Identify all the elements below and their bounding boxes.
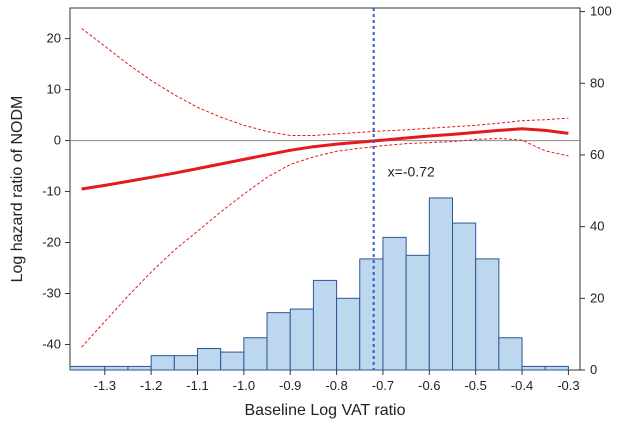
y-tick-label-right: 100	[590, 4, 612, 19]
histogram-bar	[150, 355, 175, 371]
y-tick-label-left: -10	[42, 184, 61, 199]
histogram-bar	[336, 297, 361, 371]
x-tick-label: -1.0	[233, 378, 255, 393]
x-tick-label: -0.6	[418, 378, 440, 393]
x-axis-title: Baseline Log VAT ratio	[245, 402, 406, 419]
x-tick-label: -0.9	[279, 378, 301, 393]
histogram-bar	[312, 279, 338, 371]
histogram-bar	[382, 236, 407, 371]
histogram-bar	[428, 197, 453, 371]
y-tick-label-right: 20	[590, 290, 604, 305]
histogram-bar	[475, 258, 500, 371]
y-tick-label-right: 60	[590, 147, 604, 162]
x-axis: -1.3 -1.2 -1.1 -1.0 -0.9 -0.8 -0.7 -0.6 -0.5 -0.4…	[94, 370, 580, 393]
histogram-bar	[498, 337, 523, 371]
histogram-bars	[69, 197, 569, 371]
histogram-bar	[173, 355, 198, 371]
y-tick-label-left: -20	[42, 235, 61, 250]
histogram-bar	[127, 365, 152, 371]
y-tick-label-right: 80	[590, 75, 604, 90]
histogram-bar	[69, 365, 106, 371]
upper-ci-line	[81, 28, 569, 136]
x-tick-label: -1.1	[186, 378, 208, 393]
hazard-ratio-line	[81, 127, 569, 191]
right-y-axis: 0 20 40 60 80 100	[580, 4, 612, 377]
x-tick-label: -0.5	[464, 378, 486, 393]
histogram-bar	[521, 365, 546, 371]
x-tick-label: -0.3	[557, 378, 579, 393]
x-tick-label: -0.4	[511, 378, 533, 393]
x-tick-label: -0.8	[325, 378, 347, 393]
histogram-bar	[359, 258, 384, 371]
histogram-bar	[104, 365, 129, 371]
histogram-bar	[405, 254, 430, 371]
y-tick-label-left: 0	[54, 133, 61, 148]
spline-confidence-band	[81, 28, 569, 348]
y-tick-label-left: -40	[42, 337, 61, 352]
y-tick-label-left: 10	[47, 82, 61, 97]
cutoff-annotation: x=-0.72	[388, 163, 435, 179]
x-tick-label: -0.7	[372, 378, 394, 393]
histogram-bar	[220, 351, 245, 371]
histogram-bar	[289, 308, 314, 371]
histogram-bar	[452, 222, 477, 371]
y-tick-label-left: 20	[47, 31, 61, 46]
left-y-axis: 20 10 0 -10 -20 -30 -40	[42, 31, 70, 352]
y-tick-label-right: 0	[590, 362, 597, 377]
spline-fit	[81, 127, 569, 191]
y-tick-label-left: -30	[42, 286, 61, 301]
histogram-bar	[197, 347, 222, 371]
x-tick-label: -1.2	[140, 378, 162, 393]
y-axis-title: Log hazard ratio of NODM	[9, 96, 26, 283]
histogram-bar	[544, 365, 569, 371]
histogram-bar	[243, 337, 268, 371]
y-tick-label-right: 40	[590, 219, 604, 234]
x-tick-label: -1.3	[94, 378, 116, 393]
histogram-bar	[266, 312, 291, 371]
